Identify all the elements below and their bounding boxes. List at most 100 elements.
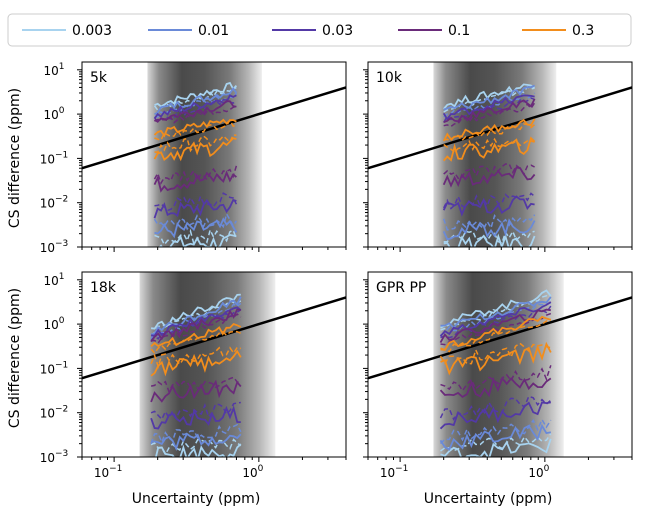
- level-lower-dashed-4: [154, 134, 237, 154]
- level-lower-dashed-3: [440, 365, 552, 393]
- level-lower-4: [150, 349, 242, 377]
- level-upper-0: [443, 83, 536, 110]
- panel-frame: [367, 61, 633, 248]
- reference-line: [368, 296, 632, 380]
- x-tick-label: 100: [528, 464, 549, 480]
- panel-3: GPR PP 10−1 100: [363, 271, 633, 480]
- level-upper-dashed-0: [443, 85, 535, 113]
- level-upper-4: [440, 315, 552, 351]
- uncertainty-band: [147, 62, 262, 247]
- level-lower-dashed-0: [154, 227, 238, 246]
- level-lower-dashed-0: [150, 438, 242, 456]
- level-upper-4: [153, 118, 237, 138]
- level-upper-dashed-2: [440, 305, 552, 339]
- y-axis-label-bottom: CS difference (ppm): [7, 288, 23, 428]
- level-upper-dashed-4: [443, 123, 536, 142]
- y-tick-label: 100: [43, 106, 64, 122]
- level-lower-dashed-3: [443, 163, 535, 180]
- level-upper-dashed-3: [443, 102, 536, 128]
- level-lower-0: [443, 233, 536, 247]
- legend-label-2: 0.03: [322, 23, 353, 39]
- level-upper-1: [440, 296, 552, 330]
- level-upper-3: [154, 100, 237, 123]
- x-axis-label-right: Uncertainty (ppm): [424, 491, 553, 507]
- level-upper-dashed-4: [440, 319, 551, 353]
- panel-frame: [81, 271, 347, 458]
- level-lower-dashed-1: [150, 423, 242, 445]
- panel-title: 18k: [90, 280, 117, 296]
- y-tick-label: 10−1: [40, 360, 69, 376]
- y-tick-label: 101: [43, 272, 64, 288]
- y-tick-label: 10−1: [40, 150, 69, 166]
- level-lower-dashed-2: [154, 192, 238, 212]
- level-lower-dashed-1: [442, 214, 536, 231]
- y-tick-label: 101: [43, 62, 64, 78]
- level-lower-4: [440, 341, 552, 376]
- level-upper-dashed-4: [154, 118, 237, 141]
- x-tick-label: 100: [242, 464, 263, 480]
- level-upper-3: [443, 98, 536, 124]
- level-upper-dashed-0: [440, 294, 552, 331]
- level-lower-dashed-4: [443, 137, 535, 154]
- panel-frame: [81, 61, 347, 248]
- level-upper-dashed-3: [151, 313, 242, 345]
- y-tick-label: 100: [43, 316, 64, 332]
- panel-2: 18k 10−1 100 10−3 10−2 10−1 100 101: [40, 271, 347, 480]
- level-upper-4: [150, 322, 242, 348]
- level-lower-0: [440, 438, 552, 457]
- level-lower-1: [442, 218, 536, 241]
- level-upper-1: [154, 86, 238, 116]
- level-lower-1: [154, 217, 238, 239]
- level-upper-1: [443, 84, 535, 111]
- panels: 5k 10−3 10−2 10−1 100 101 10k 18k 10−1 100 10−3 10−…: [40, 61, 633, 480]
- x-axis-label-left: Uncertainty (ppm): [132, 491, 261, 507]
- level-lower-dashed-4: [439, 342, 551, 365]
- panel-frame: [367, 271, 633, 458]
- level-lower-2: [150, 405, 241, 430]
- level-upper-dashed-3: [154, 105, 237, 124]
- level-lower-dashed-2: [150, 401, 241, 421]
- y-tick-label: 10−3: [40, 449, 69, 465]
- level-lower-0: [154, 443, 242, 457]
- level-lower-dashed-0: [440, 433, 552, 452]
- level-lower-dashed-3: [150, 376, 241, 394]
- legend-label-1: 0.01: [198, 23, 229, 39]
- panel-title: GPR PP: [376, 280, 426, 296]
- level-upper-dashed-1: [150, 302, 242, 340]
- legend-label-4: 0.3: [572, 23, 594, 39]
- panel-title: 5k: [90, 70, 108, 86]
- y-tick-label: 10−2: [40, 405, 69, 421]
- level-upper-0: [154, 81, 238, 108]
- y-tick-label: 10−2: [40, 195, 69, 211]
- legend-frame: [7, 13, 632, 47]
- level-lower-dashed-2: [443, 192, 536, 210]
- level-upper-2: [439, 301, 552, 337]
- level-upper-3: [439, 308, 551, 344]
- level-lower-1: [150, 432, 242, 451]
- reference-line: [82, 86, 346, 170]
- level-lower-4: [443, 136, 536, 162]
- level-lower-2: [153, 198, 237, 219]
- x-tick-label: 10−1: [94, 464, 123, 480]
- y-tick-label: 10−3: [40, 239, 69, 255]
- legend-label-3: 0.1: [448, 23, 470, 39]
- panel-1: 10k: [363, 61, 633, 252]
- level-upper-3: [150, 308, 241, 343]
- level-lower-3: [150, 379, 242, 403]
- level-lower-2: [442, 195, 535, 217]
- level-upper-dashed-3: [440, 312, 552, 346]
- panel-0: 5k 10−3 10−2 10−1 100 101: [40, 61, 347, 255]
- level-lower-dashed-1: [153, 212, 238, 231]
- level-upper-dashed-4: [150, 330, 242, 355]
- y-axis-label-top: CS difference (ppm): [7, 88, 23, 228]
- reference-line: [82, 296, 346, 380]
- level-lower-dashed-1: [439, 417, 552, 445]
- level-lower-1: [439, 423, 551, 451]
- level-lower-3: [439, 376, 552, 399]
- level-upper-dashed-1: [440, 302, 552, 336]
- level-lower-dashed-3: [153, 165, 238, 185]
- level-lower-3: [153, 170, 237, 193]
- x-tick-label: 10−1: [380, 464, 409, 480]
- level-lower-4: [153, 137, 237, 162]
